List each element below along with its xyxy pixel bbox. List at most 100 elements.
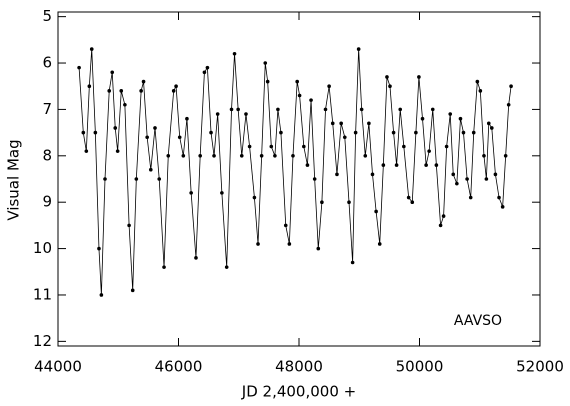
data-point bbox=[374, 209, 378, 214]
data-point bbox=[506, 102, 511, 107]
data-point bbox=[97, 246, 101, 251]
y-tick-label: 12 bbox=[33, 332, 52, 350]
data-point bbox=[434, 163, 439, 167]
data-point bbox=[347, 200, 351, 204]
data-point bbox=[123, 102, 127, 107]
data-point bbox=[350, 260, 355, 265]
data-point bbox=[406, 195, 411, 200]
data-point bbox=[444, 144, 449, 149]
x-tick-label: 50000 bbox=[396, 358, 444, 376]
y-tick-label: 9 bbox=[42, 193, 52, 211]
data-point bbox=[381, 163, 386, 167]
data-point bbox=[273, 154, 277, 158]
data-point bbox=[359, 107, 364, 112]
x-tick-label: 46000 bbox=[155, 358, 203, 376]
data-point bbox=[153, 126, 157, 130]
x-tick-label: 44000 bbox=[34, 358, 82, 376]
data-point bbox=[209, 130, 213, 135]
data-point bbox=[394, 163, 399, 167]
data-point bbox=[115, 149, 120, 153]
data-point bbox=[297, 93, 302, 98]
data-point bbox=[279, 130, 283, 135]
data-point bbox=[342, 135, 347, 140]
data-point bbox=[239, 154, 244, 158]
annotation: AAVSO bbox=[454, 313, 502, 329]
data-point bbox=[509, 84, 513, 89]
data-point bbox=[370, 172, 375, 177]
data-point bbox=[276, 107, 280, 112]
data-point bbox=[247, 144, 252, 149]
data-point bbox=[81, 130, 86, 135]
data-point bbox=[265, 79, 270, 84]
data-point bbox=[305, 163, 310, 167]
data-point bbox=[309, 98, 313, 102]
data-point bbox=[181, 154, 186, 158]
data-point bbox=[468, 195, 473, 200]
data-point bbox=[295, 79, 299, 84]
y-tick-label: 6 bbox=[42, 54, 52, 72]
data-point bbox=[202, 70, 207, 75]
data-point bbox=[205, 65, 210, 70]
data-point bbox=[363, 154, 368, 158]
y-tick-label: 11 bbox=[33, 285, 52, 303]
y-tick-label: 5 bbox=[42, 7, 52, 25]
y-tick-label: 8 bbox=[42, 146, 52, 164]
data-point bbox=[139, 89, 143, 93]
data-point bbox=[212, 154, 216, 158]
data-point bbox=[141, 79, 146, 84]
x-tick-label: 48000 bbox=[275, 358, 323, 376]
data-point bbox=[424, 163, 428, 167]
data-point bbox=[166, 154, 171, 158]
data-point bbox=[448, 112, 453, 116]
data-point bbox=[451, 172, 456, 177]
data-point bbox=[417, 75, 421, 79]
data-point bbox=[145, 135, 149, 140]
data-point bbox=[194, 256, 198, 260]
data-point bbox=[398, 107, 403, 112]
data-point bbox=[77, 65, 81, 70]
data-point bbox=[475, 79, 480, 84]
data-point bbox=[497, 195, 501, 200]
data-point bbox=[283, 223, 288, 228]
data-point bbox=[302, 144, 306, 149]
data-point bbox=[414, 130, 418, 135]
data-point bbox=[427, 149, 431, 153]
data-point bbox=[113, 126, 118, 130]
data-point bbox=[198, 154, 202, 158]
data-point bbox=[177, 135, 182, 140]
data-point bbox=[367, 121, 371, 126]
data-point bbox=[119, 89, 124, 93]
data-point bbox=[339, 121, 343, 126]
data-point bbox=[99, 293, 104, 297]
data-point bbox=[410, 200, 415, 204]
data-point bbox=[356, 47, 361, 51]
light-curve bbox=[78, 49, 512, 295]
data-point bbox=[402, 144, 406, 149]
data-point bbox=[162, 265, 166, 269]
data-point bbox=[316, 246, 321, 251]
data-point bbox=[148, 167, 153, 172]
data-point bbox=[486, 121, 491, 126]
data-point bbox=[438, 223, 443, 228]
data-point bbox=[353, 130, 358, 135]
data-point bbox=[252, 195, 257, 200]
data-point bbox=[484, 177, 489, 181]
data-point bbox=[174, 84, 178, 89]
data-point bbox=[89, 47, 94, 51]
data-point bbox=[458, 116, 463, 121]
data-point bbox=[385, 75, 389, 79]
data-point bbox=[215, 112, 220, 116]
data-point bbox=[330, 121, 335, 126]
data-point bbox=[323, 107, 328, 112]
data-point bbox=[478, 89, 483, 93]
x-tick-label: 52000 bbox=[516, 358, 564, 376]
data-point bbox=[461, 130, 466, 135]
data-point bbox=[259, 154, 264, 158]
data-point bbox=[232, 51, 237, 56]
data-point bbox=[327, 84, 331, 89]
data-point bbox=[377, 242, 382, 246]
data-point bbox=[87, 84, 92, 89]
data-point bbox=[229, 107, 234, 112]
data-point bbox=[110, 70, 115, 75]
data-point bbox=[244, 112, 248, 116]
